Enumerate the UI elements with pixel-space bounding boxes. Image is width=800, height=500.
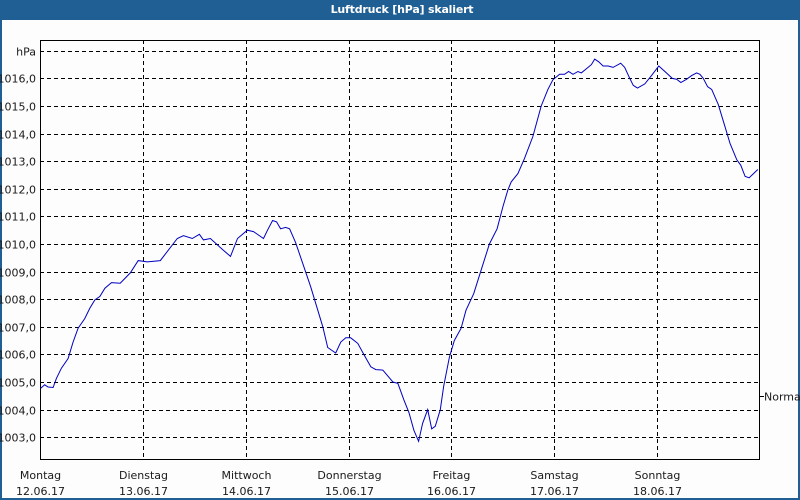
x-tick-date: 16.06.17	[427, 485, 476, 498]
x-tick-date: 14.06.17	[222, 485, 271, 498]
y-tick-label: 1010,0	[0, 239, 36, 252]
x-tick-day: Dienstag	[119, 469, 168, 482]
y-tick-label: 1014,0	[0, 129, 36, 142]
x-tick-date: 15.06.17	[325, 485, 374, 498]
x-tick-day: Freitag	[433, 469, 471, 482]
x-axis-labels: Montag 12.06.17 Dienstag 13.06.17 Mittwoch 14…	[16, 469, 682, 498]
x-tick-date: 12.06.17	[16, 485, 65, 498]
plot-area-frame	[40, 40, 760, 460]
y-tick-label: 1015,0	[0, 101, 36, 114]
normal-label: Normal	[764, 391, 800, 404]
y-tick-label: 1009,0	[0, 267, 36, 280]
y-tick-label: 1005,0	[0, 377, 36, 390]
y-tick-label: 1008,0	[0, 294, 36, 307]
y-tick-label: 1012,0	[0, 184, 36, 197]
x-tick-day: Samstag	[530, 469, 578, 482]
grid-lines	[40, 40, 760, 460]
y-tick-label: 1006,0	[0, 349, 36, 362]
x-tick-date: 17.06.17	[530, 485, 579, 498]
y-tick-label: 1016,0	[0, 73, 36, 86]
x-tick-date: 18.06.17	[633, 485, 682, 498]
pressure-line	[40, 58, 759, 443]
x-tick-day: Mittwoch	[222, 469, 272, 482]
y-tick-label: 1011,0	[0, 211, 36, 224]
x-tick-day: Sonntag	[635, 469, 681, 482]
y-tick-label: 1004,0	[0, 405, 36, 418]
chart-title: Luftdruck [hPa] skaliert	[2, 0, 800, 20]
y-tick-label: hPa	[16, 46, 36, 59]
y-tick-label: 1013,0	[0, 156, 36, 169]
y-tick-label: 1003,0	[0, 432, 36, 445]
y-tick-label: 1007,0	[0, 322, 36, 335]
normal-reference-marker: Normal	[760, 391, 800, 404]
x-tick-date: 13.06.17	[119, 485, 168, 498]
y-axis-labels: 1003,0 1004,0 1005,0 1006,0 1007,0 1008,0 1009…	[0, 46, 36, 445]
x-tick-day: Montag	[20, 469, 61, 482]
x-tick-day: Donnerstag	[317, 469, 381, 482]
